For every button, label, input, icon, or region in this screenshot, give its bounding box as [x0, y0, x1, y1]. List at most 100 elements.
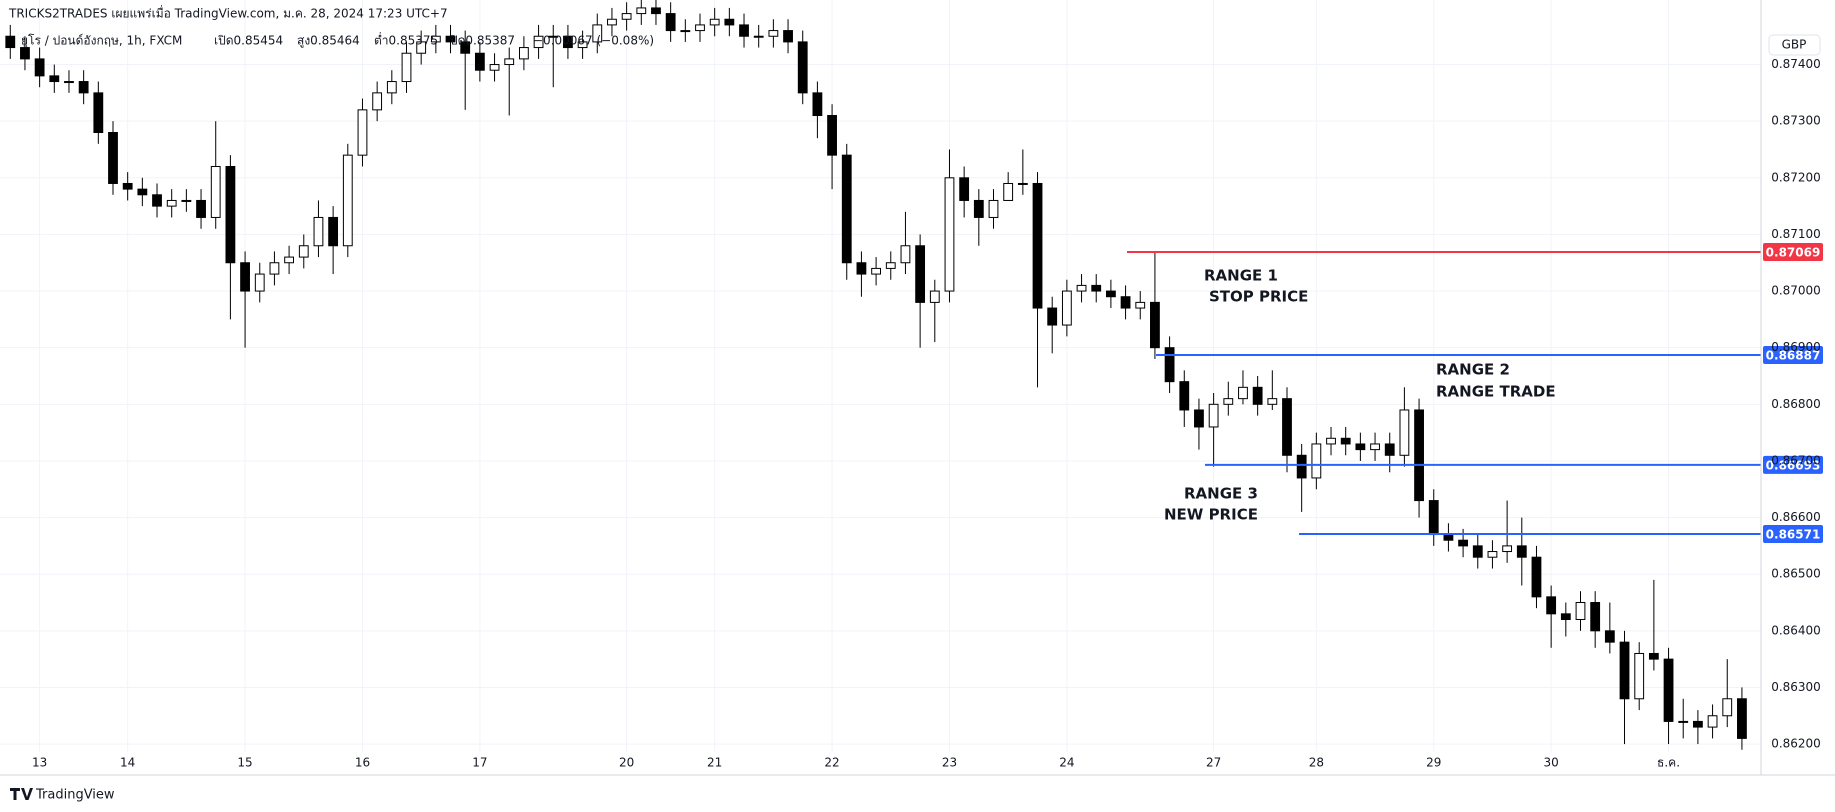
candle-body	[1150, 301, 1160, 349]
x-tick-label: 28	[1309, 756, 1324, 770]
candle-body	[1208, 403, 1219, 428]
candle-body	[680, 30, 691, 33]
candle-body	[563, 35, 573, 49]
x-tick-label: 24	[1059, 756, 1074, 770]
y-tick-label: 0.87400	[1771, 57, 1821, 71]
candle-body	[1428, 500, 1439, 536]
y-tick-label: 0.86300	[1771, 680, 1821, 694]
candle-body	[474, 52, 485, 71]
x-tick-label: 21	[707, 756, 722, 770]
annotation: RANGE 1	[1204, 267, 1278, 285]
level-price-label: 0.87069	[1766, 245, 1821, 259]
candle-body	[1634, 652, 1645, 700]
y-tick-label: 0.87200	[1771, 170, 1821, 184]
candle-body	[783, 30, 793, 43]
candle-body	[651, 7, 661, 15]
x-tick-label: 14	[120, 756, 135, 770]
candle-body	[1516, 545, 1527, 558]
candle-body	[342, 154, 353, 247]
candle-body	[5, 35, 16, 49]
levels: 0.87069 0.86887 0.86693 0.86571	[1127, 242, 1823, 543]
candle-body	[386, 81, 397, 94]
candle-body	[1017, 182, 1028, 185]
candle-body	[284, 256, 295, 264]
candle-body	[1282, 398, 1292, 456]
publisher: TRICKS2TRADES เผยแพร่เมื่อ TradingView.c…	[8, 5, 448, 21]
grid	[0, 0, 1761, 752]
candle-body	[1076, 284, 1087, 292]
candle-body	[709, 18, 720, 26]
candle-body	[988, 199, 999, 218]
candle-body	[1384, 443, 1395, 456]
low: ต่ำ0.85375	[374, 32, 438, 48]
candle-body	[1487, 551, 1498, 558]
candle-body	[416, 41, 427, 54]
candle-body	[1326, 437, 1336, 445]
y-tick-label: 0.86800	[1771, 397, 1821, 411]
x-tick-label: 13	[32, 756, 47, 770]
candle-body	[1340, 437, 1351, 445]
candle-body	[753, 35, 764, 38]
candle-body	[1120, 296, 1131, 309]
candle-body	[1707, 715, 1718, 728]
candle-body	[827, 115, 837, 156]
candle-body	[1692, 720, 1703, 728]
candle-body	[929, 290, 940, 303]
candle-body	[1443, 534, 1454, 541]
candle-body	[372, 92, 383, 111]
candle-body	[1737, 698, 1747, 739]
y-tick-label: 0.86500	[1771, 567, 1821, 581]
currency[interactable]: GBP	[1782, 38, 1807, 52]
candle-body	[328, 216, 339, 247]
level-price-label: 0.86571	[1766, 527, 1821, 541]
candle-body	[1003, 182, 1014, 201]
candle-body	[34, 58, 45, 77]
candle-body	[93, 92, 104, 134]
candle-body	[1091, 284, 1102, 292]
legend: ยูโร / ปอนด์อังกฤษ, 1h, FXCM เปิด0.85454…	[21, 32, 654, 49]
candle-body	[240, 262, 250, 292]
y-tick-label: 0.87100	[1771, 227, 1821, 241]
candle-body	[1135, 301, 1146, 309]
y-tick-label: 0.87000	[1771, 284, 1821, 298]
logo-icon	[10, 788, 33, 800]
candle-body	[915, 245, 926, 303]
candle-body	[49, 75, 60, 83]
candle-body	[445, 35, 456, 43]
candle-body	[724, 18, 735, 26]
candle-body	[269, 262, 280, 275]
currency-button[interactable]	[1768, 34, 1821, 56]
candle-body	[592, 24, 603, 43]
candle-body	[871, 267, 882, 275]
candle-body	[122, 182, 133, 190]
candle-body	[1722, 698, 1733, 717]
candle-body	[1414, 409, 1424, 502]
y-tick-label: 0.87300	[1771, 114, 1821, 128]
candle-body	[973, 199, 984, 218]
y-tick-label: 0.86200	[1771, 737, 1821, 751]
candle-body	[841, 154, 852, 264]
candle-body	[739, 24, 749, 37]
x-tick-label: 29	[1426, 756, 1441, 770]
symbol: ยูโร / ปอนด์อังกฤษ, 1h, FXCM	[21, 34, 182, 49]
candle-body	[430, 35, 441, 43]
candle-body	[1194, 409, 1204, 428]
x-tick-label: ธ.ค.	[1657, 756, 1680, 770]
x-tick-label: 30	[1544, 756, 1559, 770]
candle-body	[1179, 381, 1190, 411]
candle-body	[1604, 630, 1615, 643]
level-price-label: 0.86693	[1766, 458, 1821, 472]
x-tick-label: 23	[942, 756, 957, 770]
axes: 0.86200 0.86300 0.86400 0.86500 0.86600 0.867…	[32, 57, 1821, 769]
level-price-label: 0.86887	[1766, 349, 1821, 363]
candles	[5, 0, 1747, 750]
x-tick-label: 22	[824, 756, 839, 770]
candle-body	[137, 188, 148, 196]
candle-body	[1560, 613, 1571, 620]
open: เปิด0.85454	[214, 34, 283, 48]
candle-body	[78, 81, 89, 94]
y-tick-label: 0.86600	[1771, 510, 1821, 524]
candle-body	[548, 35, 559, 38]
annotation: RANGE 3	[1184, 485, 1258, 503]
change: −0.00067 (−0.08%)	[533, 34, 654, 48]
